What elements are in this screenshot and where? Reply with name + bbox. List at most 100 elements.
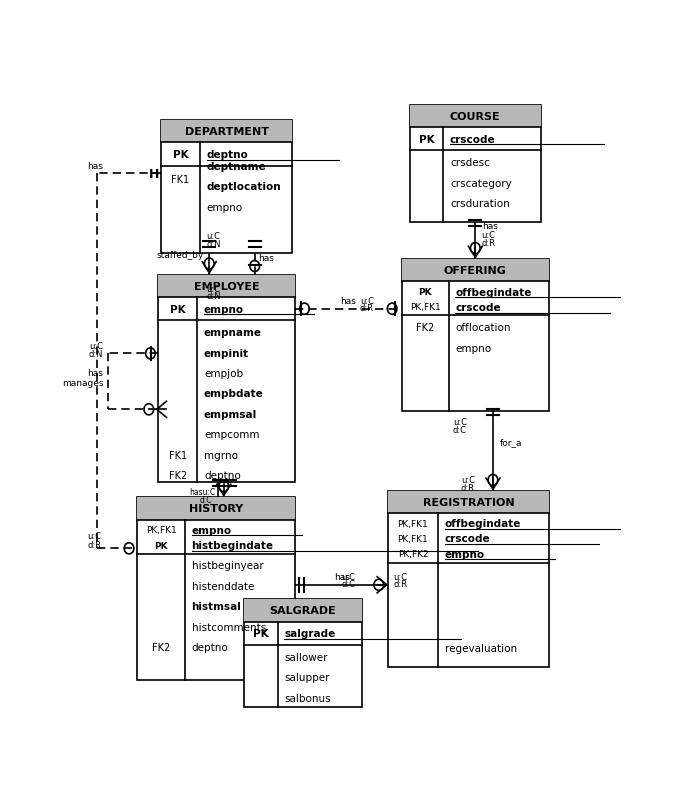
Text: crscode: crscode (455, 302, 501, 313)
Text: FK1: FK1 (171, 175, 190, 184)
Text: d:R: d:R (461, 484, 475, 492)
Text: deptname: deptname (206, 162, 266, 172)
Text: EMPLOYEE: EMPLOYEE (194, 282, 259, 291)
Bar (159, 275, 295, 298)
Text: crsduration: crsduration (450, 199, 510, 209)
Text: PK,FK1: PK,FK1 (146, 525, 177, 535)
Text: staffed_by: staffed_by (157, 251, 204, 260)
Text: offlocation: offlocation (455, 323, 511, 333)
Text: OFFERING: OFFERING (444, 266, 506, 276)
Text: d:N: d:N (89, 350, 104, 358)
Text: COURSE: COURSE (450, 111, 500, 122)
Text: u:C: u:C (453, 418, 467, 427)
Bar (137, 497, 295, 520)
Text: histbeginyear: histbeginyear (192, 561, 264, 571)
Text: empinit: empinit (204, 348, 249, 358)
Text: PK: PK (170, 304, 186, 314)
Text: FK2: FK2 (152, 642, 170, 652)
Text: PK,FK1: PK,FK1 (397, 519, 428, 528)
Bar (388, 492, 549, 667)
Text: sallower: sallower (284, 652, 328, 662)
Text: histbegindate: histbegindate (192, 541, 274, 550)
Text: PK,FK1: PK,FK1 (410, 303, 441, 312)
Text: mgrno: mgrno (204, 450, 238, 460)
Text: PK: PK (418, 288, 432, 297)
Text: HISTORY: HISTORY (189, 504, 243, 514)
Text: u:C: u:C (206, 232, 221, 241)
Bar (137, 497, 295, 680)
Bar (410, 106, 541, 128)
Text: H: H (149, 168, 159, 180)
Text: d:N: d:N (206, 239, 221, 249)
Text: FK2: FK2 (416, 323, 435, 333)
Text: deptno: deptno (192, 642, 228, 652)
Text: deptlocation: deptlocation (206, 182, 282, 192)
Text: deptno: deptno (204, 471, 241, 480)
Text: empbdate: empbdate (204, 389, 264, 399)
Text: has: has (340, 297, 356, 306)
Bar (159, 275, 295, 482)
Bar (161, 121, 292, 253)
Text: has: has (334, 573, 350, 581)
Bar (161, 121, 292, 144)
Text: salbonus: salbonus (284, 693, 331, 703)
Text: manages: manages (62, 379, 104, 387)
Text: hasu:C: hasu:C (189, 488, 215, 496)
Text: u:C: u:C (482, 231, 495, 240)
Text: PK,FK2: PK,FK2 (397, 549, 428, 559)
Text: d:C: d:C (199, 495, 213, 504)
Text: d:R: d:R (394, 579, 408, 589)
Text: u:C: u:C (342, 572, 355, 581)
Text: PK: PK (155, 541, 168, 550)
Text: d:R: d:R (88, 540, 101, 549)
Text: crsdesc: crsdesc (450, 158, 490, 168)
Text: DEPARTMENT: DEPARTMENT (185, 127, 268, 137)
Text: regevaluation: regevaluation (444, 642, 517, 653)
Text: has: has (88, 162, 103, 171)
Text: crscategory: crscategory (450, 178, 511, 188)
Text: deptno: deptno (206, 150, 248, 160)
Bar (402, 260, 549, 282)
Bar (402, 260, 549, 411)
Text: empno: empno (192, 525, 232, 535)
Text: empjob: empjob (204, 369, 243, 379)
Text: histmsal: histmsal (192, 602, 242, 611)
Text: salupper: salupper (284, 672, 330, 683)
Text: FK1: FK1 (168, 450, 187, 460)
Text: d:N: d:N (206, 292, 221, 301)
Text: has: has (88, 368, 103, 377)
Text: offbegindate: offbegindate (455, 287, 531, 298)
Bar (244, 600, 362, 622)
Bar (244, 600, 362, 707)
Text: FK2: FK2 (168, 471, 187, 480)
Text: u:C: u:C (461, 476, 475, 485)
Text: has: has (259, 254, 275, 263)
Text: d:C: d:C (342, 579, 355, 589)
Text: PK: PK (253, 629, 268, 638)
Text: PK: PK (419, 135, 434, 144)
Text: REGISTRATION: REGISTRATION (423, 497, 515, 508)
Text: u:C: u:C (360, 296, 374, 305)
Text: empname: empname (204, 328, 262, 338)
Text: u:C: u:C (394, 572, 408, 581)
Text: empno: empno (204, 304, 244, 314)
Text: empno: empno (455, 343, 491, 353)
Text: histcomments: histcomments (192, 622, 266, 632)
Text: empno: empno (444, 549, 484, 559)
Text: for_a: for_a (500, 438, 522, 447)
Text: SALGRADE: SALGRADE (270, 606, 336, 616)
Text: histenddate: histenddate (192, 581, 254, 591)
Bar (410, 106, 541, 223)
Text: offbegindate: offbegindate (444, 519, 521, 529)
Text: crscode: crscode (450, 135, 495, 144)
Text: d:R: d:R (482, 239, 495, 248)
Text: d:C: d:C (453, 425, 467, 434)
Text: PK: PK (172, 150, 188, 160)
Text: d:R: d:R (360, 304, 374, 313)
Text: PK,FK1: PK,FK1 (397, 534, 428, 543)
Text: u:C: u:C (88, 532, 101, 541)
Text: empno: empno (206, 202, 243, 213)
Text: empmsal: empmsal (204, 409, 257, 419)
Text: u:C: u:C (90, 342, 104, 351)
Text: u:C: u:C (206, 285, 221, 294)
